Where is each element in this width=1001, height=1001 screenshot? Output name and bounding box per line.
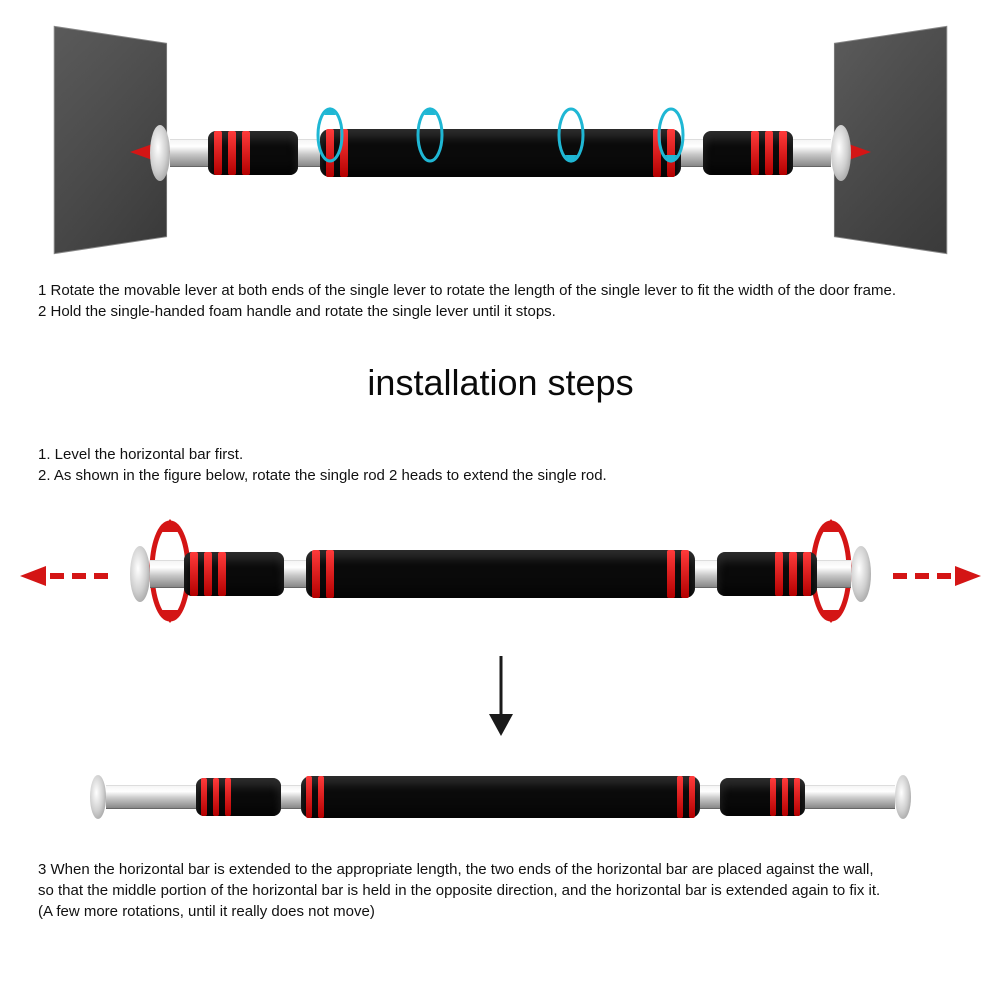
down-arrow-icon bbox=[0, 656, 1001, 741]
chrome-rod-extended bbox=[805, 785, 895, 809]
foam-grip-left bbox=[184, 552, 284, 596]
endcap-left bbox=[90, 775, 106, 819]
foam-grip-center bbox=[301, 776, 700, 818]
instruction-line: 3 When the horizontal bar is extended to… bbox=[38, 859, 963, 880]
instruction-line: so that the middle portion of the horizo… bbox=[38, 880, 963, 901]
endcap-right bbox=[895, 775, 911, 819]
foam-grip-center bbox=[306, 550, 695, 598]
foam-grip-left bbox=[196, 778, 281, 816]
rotation-arrow-icon bbox=[541, 105, 601, 165]
bottom-instructions: 3 When the horizontal bar is extended to… bbox=[0, 859, 1001, 922]
mid-instructions: 1. Level the horizontal bar first. 2. As… bbox=[0, 444, 1001, 486]
foam-grip-right bbox=[717, 552, 817, 596]
pullup-bar-mid bbox=[130, 546, 871, 602]
section-title: installation steps bbox=[0, 362, 1001, 404]
pullup-bar-top bbox=[150, 125, 851, 181]
chrome-rod bbox=[284, 560, 306, 588]
diagram-bottom-extended bbox=[0, 751, 1001, 841]
instruction-line: (A few more rotations, until it really d… bbox=[38, 901, 963, 922]
chrome-rod bbox=[170, 139, 208, 167]
endcap-right bbox=[851, 546, 871, 602]
instruction-line: 2. As shown in the figure below, rotate … bbox=[38, 465, 963, 486]
chrome-rod bbox=[793, 139, 831, 167]
instruction-line: 2 Hold the single-handed foam handle and… bbox=[38, 301, 963, 322]
endcap-right bbox=[831, 125, 851, 181]
chrome-rod bbox=[281, 785, 301, 809]
rotation-arrow-icon bbox=[300, 105, 360, 165]
extend-arrow-left bbox=[20, 566, 112, 586]
endcap-left bbox=[130, 546, 150, 602]
foam-grip-right bbox=[703, 131, 793, 175]
chrome-rod bbox=[700, 785, 720, 809]
foam-grip-right bbox=[720, 778, 805, 816]
extend-arrow-right bbox=[889, 566, 981, 586]
rotation-arrow-icon bbox=[641, 105, 701, 165]
rotation-arrow-icon bbox=[400, 105, 460, 165]
diagram-mid-rotate bbox=[0, 516, 1001, 636]
pullup-bar-extended bbox=[90, 769, 911, 825]
top-instructions: 1 Rotate the movable lever at both ends … bbox=[0, 280, 1001, 322]
instruction-line: 1. Level the horizontal bar first. bbox=[38, 444, 963, 465]
foam-grip-center bbox=[320, 129, 681, 177]
chrome-rod bbox=[817, 560, 851, 588]
chrome-rod bbox=[150, 560, 184, 588]
instruction-line: 1 Rotate the movable lever at both ends … bbox=[38, 280, 963, 301]
diagram-top-doorframe bbox=[0, 0, 1001, 280]
foam-grip-left bbox=[208, 131, 298, 175]
endcap-left bbox=[150, 125, 170, 181]
chrome-rod bbox=[695, 560, 717, 588]
chrome-rod-extended bbox=[106, 785, 196, 809]
